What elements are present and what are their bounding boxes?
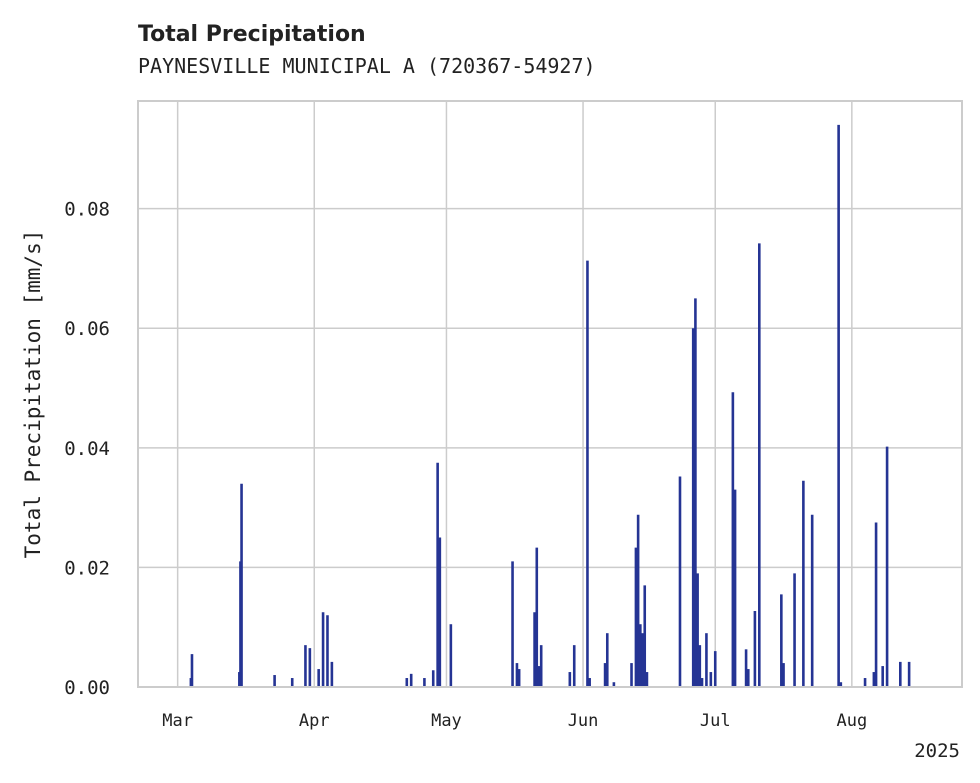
x-tick-label: Apr: [299, 711, 330, 731]
plot-frame: [137, 100, 963, 688]
x-tick-label: Jun: [568, 711, 599, 731]
y-tick-label: 0.08: [64, 199, 110, 221]
x-tick-label: Mar: [162, 711, 193, 731]
year-label: 2025: [914, 740, 960, 762]
y-axis-ticks: 0.00 0.02 0.04 0.06 0.08: [64, 199, 110, 699]
x-tick-label: Aug: [836, 711, 867, 731]
x-tick-label: Jul: [700, 711, 731, 731]
y-tick-label: 0.06: [64, 318, 110, 340]
x-axis-ticks: Mar Apr May Jun Jul Aug: [162, 711, 867, 731]
gridlines: [138, 101, 962, 687]
y-tick-label: 0.02: [64, 557, 110, 579]
precipitation-bars: [189, 124, 911, 687]
chart-subtitle: PAYNESVILLE MUNICIPAL A (720367-54927): [138, 54, 596, 78]
x-tick-label: May: [431, 711, 462, 731]
y-tick-label: 0.04: [64, 438, 110, 460]
y-axis-label: Total Precipitation [mm/s]: [21, 230, 45, 559]
y-tick-label: 0.00: [64, 677, 110, 699]
chart-title: Total Precipitation: [138, 22, 366, 47]
